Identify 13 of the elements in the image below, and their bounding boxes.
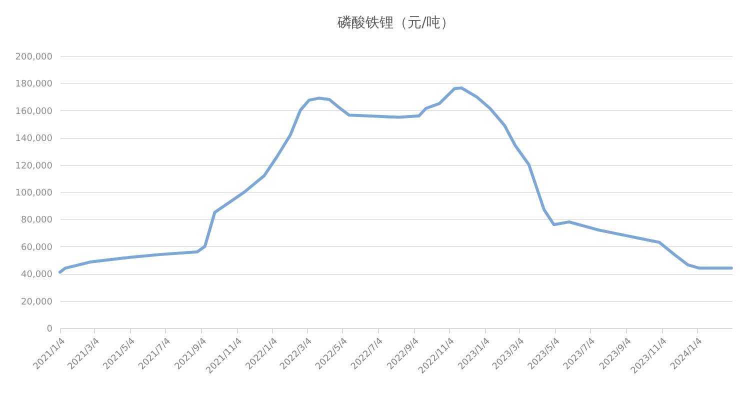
line-series — [58, 86, 733, 274]
y-tick-label: 100,000 — [15, 188, 53, 198]
y-tick-label: 140,000 — [15, 134, 53, 144]
y-tick-label: 80,000 — [21, 216, 53, 226]
y-tick-label: 160,000 — [15, 106, 53, 117]
y-tick-label: 40,000 — [21, 270, 53, 280]
y-tick-label: 0 — [46, 324, 53, 334]
y-tick-label: 200,000 — [15, 52, 53, 62]
y-tick-label: 60,000 — [21, 242, 53, 253]
y-tick-label: 120,000 — [15, 161, 53, 172]
chart-title: 磷酸铁锂（元/吨） — [336, 15, 454, 31]
y-tick-label: 20,000 — [21, 297, 53, 308]
y-tick-label: 180,000 — [15, 80, 53, 90]
